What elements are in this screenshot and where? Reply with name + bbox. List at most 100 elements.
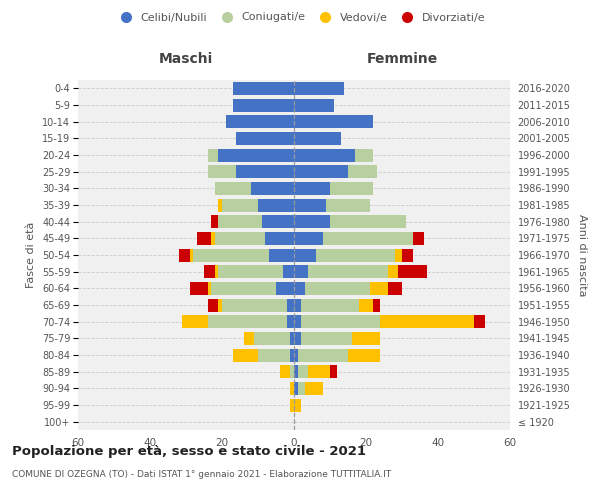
Bar bbox=[294, 298, 301, 312]
Bar bbox=[388, 265, 398, 278]
Bar bbox=[276, 282, 294, 295]
Bar bbox=[244, 332, 254, 345]
Bar bbox=[413, 232, 424, 245]
Bar bbox=[294, 232, 323, 245]
Bar bbox=[359, 298, 373, 312]
Bar bbox=[290, 382, 294, 395]
Bar bbox=[294, 132, 341, 145]
Bar bbox=[294, 315, 301, 328]
Bar bbox=[316, 248, 395, 262]
Bar bbox=[218, 215, 262, 228]
Bar bbox=[352, 332, 380, 345]
Bar bbox=[402, 248, 413, 262]
Bar bbox=[370, 282, 388, 295]
Bar bbox=[294, 165, 348, 178]
Bar bbox=[208, 315, 287, 328]
Bar bbox=[215, 265, 218, 278]
Bar bbox=[218, 265, 283, 278]
Bar bbox=[305, 382, 323, 395]
Text: Maschi: Maschi bbox=[159, 52, 213, 66]
Bar bbox=[298, 348, 348, 362]
Bar bbox=[294, 215, 330, 228]
Legend: Celibi/Nubili, Coniugati/e, Vedovi/e, Divorziati/e: Celibi/Nubili, Coniugati/e, Vedovi/e, Di… bbox=[110, 8, 490, 27]
Bar bbox=[211, 215, 218, 228]
Bar bbox=[308, 365, 330, 378]
Bar bbox=[218, 298, 222, 312]
Bar bbox=[326, 198, 370, 211]
Bar bbox=[294, 248, 316, 262]
Bar bbox=[308, 265, 388, 278]
Bar bbox=[380, 315, 474, 328]
Bar bbox=[294, 348, 298, 362]
Bar bbox=[208, 282, 211, 295]
Bar bbox=[262, 215, 294, 228]
Bar bbox=[233, 98, 294, 112]
Bar bbox=[215, 232, 265, 245]
Bar bbox=[287, 298, 294, 312]
Bar bbox=[305, 282, 370, 295]
Bar bbox=[298, 382, 305, 395]
Bar bbox=[294, 382, 298, 395]
Bar bbox=[355, 148, 373, 162]
Bar bbox=[218, 198, 222, 211]
Bar bbox=[258, 348, 290, 362]
Text: Popolazione per età, sesso e stato civile - 2021: Popolazione per età, sesso e stato civil… bbox=[12, 445, 366, 458]
Bar bbox=[251, 182, 294, 195]
Bar bbox=[208, 165, 236, 178]
Bar bbox=[474, 315, 485, 328]
Bar bbox=[298, 365, 308, 378]
Bar bbox=[294, 398, 301, 411]
Bar bbox=[265, 232, 294, 245]
Bar bbox=[323, 232, 413, 245]
Bar bbox=[301, 332, 352, 345]
Bar bbox=[301, 315, 380, 328]
Y-axis label: Anni di nascita: Anni di nascita bbox=[577, 214, 587, 296]
Bar bbox=[294, 115, 373, 128]
Bar bbox=[395, 248, 402, 262]
Bar bbox=[236, 165, 294, 178]
Bar bbox=[287, 315, 294, 328]
Bar bbox=[258, 198, 294, 211]
Bar bbox=[330, 215, 406, 228]
Bar bbox=[294, 148, 355, 162]
Bar bbox=[373, 298, 380, 312]
Bar bbox=[348, 348, 380, 362]
Bar bbox=[208, 148, 218, 162]
Bar bbox=[215, 182, 251, 195]
Bar bbox=[254, 332, 290, 345]
Bar bbox=[290, 348, 294, 362]
Bar bbox=[197, 232, 211, 245]
Bar bbox=[294, 198, 326, 211]
Y-axis label: Fasce di età: Fasce di età bbox=[26, 222, 37, 288]
Bar bbox=[218, 148, 294, 162]
Bar bbox=[283, 265, 294, 278]
Bar bbox=[290, 365, 294, 378]
Text: Femmine: Femmine bbox=[367, 52, 437, 66]
Bar bbox=[211, 232, 215, 245]
Bar bbox=[233, 348, 258, 362]
Bar bbox=[226, 115, 294, 128]
Bar bbox=[294, 182, 330, 195]
Bar bbox=[193, 248, 269, 262]
Text: COMUNE DI OZEGNA (TO) - Dati ISTAT 1° gennaio 2021 - Elaborazione TUTTITALIA.IT: COMUNE DI OZEGNA (TO) - Dati ISTAT 1° ge… bbox=[12, 470, 391, 479]
Bar bbox=[236, 132, 294, 145]
Bar bbox=[301, 298, 359, 312]
Bar bbox=[190, 282, 208, 295]
Bar bbox=[269, 248, 294, 262]
Bar bbox=[294, 265, 308, 278]
Bar bbox=[294, 365, 298, 378]
Bar bbox=[330, 182, 373, 195]
Bar bbox=[294, 332, 301, 345]
Bar bbox=[182, 315, 208, 328]
Bar bbox=[294, 98, 334, 112]
Bar bbox=[190, 248, 193, 262]
Bar bbox=[290, 332, 294, 345]
Bar bbox=[398, 265, 427, 278]
Bar bbox=[208, 298, 218, 312]
Bar bbox=[222, 298, 287, 312]
Bar bbox=[294, 82, 344, 95]
Bar bbox=[204, 265, 215, 278]
Bar bbox=[179, 248, 190, 262]
Bar bbox=[211, 282, 276, 295]
Bar bbox=[330, 365, 337, 378]
